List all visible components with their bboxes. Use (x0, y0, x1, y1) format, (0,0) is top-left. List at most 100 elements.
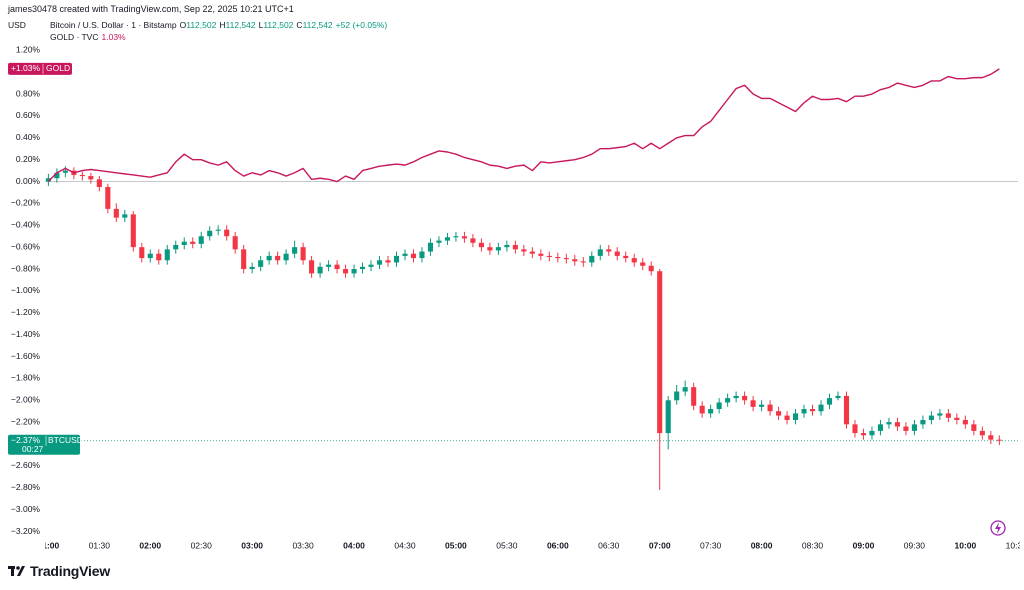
candle-body (122, 214, 128, 218)
candle-body (852, 424, 858, 434)
candle-body (546, 255, 552, 257)
ohlc-key: L (258, 20, 264, 30)
x-tick-label: 04:00 (343, 540, 365, 550)
x-tick-label: 09:00 (853, 540, 875, 550)
candle-body (826, 398, 833, 405)
candle-body (309, 260, 315, 274)
candle-body (402, 253, 408, 256)
candle-body (224, 229, 230, 237)
candle-body (343, 269, 349, 274)
chart-title: james30478 created with TradingView.com,… (8, 4, 294, 14)
legend: Bitcoin / U.S. Dollar · 1 · Bitstamp O 112… (50, 19, 390, 43)
candle-body (292, 247, 298, 254)
change: +52 (+0.05%) (335, 20, 388, 30)
candle-body (368, 264, 374, 267)
candle-body (818, 404, 824, 412)
candle-body (147, 253, 153, 259)
ohlc-value: 112,542 (302, 20, 333, 30)
candle-body (62, 170, 68, 173)
candle-body (164, 249, 170, 261)
candle-body (750, 400, 756, 407)
candle-body (674, 391, 680, 401)
ohlc-key: O (179, 20, 187, 30)
x-tick-label: 06:30 (598, 540, 620, 550)
x-tick-label: 06:00 (547, 540, 569, 550)
legend-row: Bitcoin / U.S. Dollar · 1 · Bitstamp O 112… (50, 19, 390, 31)
candle-body (954, 417, 960, 420)
candle-body (809, 409, 816, 412)
y-tick-label: −2.60% (11, 460, 41, 470)
candle-body (988, 435, 994, 440)
candle-body (699, 405, 705, 414)
candle-body (962, 419, 968, 425)
x-tick-label: 03:30 (292, 540, 314, 550)
candle-body (326, 264, 332, 267)
candle-body (979, 430, 985, 436)
candle-body (54, 172, 60, 179)
y-tick-label: −0.20% (11, 198, 41, 208)
candle-body (665, 400, 671, 434)
candle-body (156, 253, 162, 261)
y-tick-label: −0.80% (11, 263, 41, 273)
candle-body (996, 439, 1002, 441)
candle-body (275, 255, 281, 261)
candle-body (589, 255, 595, 263)
candle-body (606, 249, 612, 252)
corner-icon[interactable] (990, 520, 1006, 536)
candle-body (487, 247, 493, 251)
candle-body (393, 255, 400, 263)
x-tick-label: 05:00 (445, 540, 467, 550)
candle-body (725, 398, 731, 403)
x-tick-label: 02:30 (191, 540, 213, 550)
candle-body (971, 424, 977, 431)
candle-body (266, 255, 272, 261)
candle-body (190, 241, 196, 244)
x-tick-label: 04:30 (394, 540, 416, 550)
candle-body (410, 253, 417, 259)
candle-body (376, 260, 383, 265)
candle-body (869, 430, 875, 436)
legend-name: GOLD · TVC (50, 32, 99, 42)
candle-body (444, 237, 450, 241)
y-tick-label: −3.00% (11, 504, 41, 514)
candle-body (759, 404, 765, 407)
x-tick-label: 07:30 (700, 540, 722, 550)
candle-body (801, 409, 807, 414)
y-axis-label: USD (8, 20, 26, 30)
legend-name: Bitcoin / U.S. Dollar · 1 · Bitstamp (50, 20, 177, 30)
candle-body (232, 236, 238, 250)
candle-body (742, 395, 748, 401)
candle-body (512, 244, 518, 250)
plot-area (45, 68, 1018, 490)
candle-body (716, 402, 722, 410)
y-tick-label: −2.20% (11, 416, 41, 426)
ohlc-value: 112,502 (263, 20, 294, 30)
last-price-tag: BTCUSD (48, 435, 83, 445)
candle-body (521, 249, 527, 252)
candle-body (784, 415, 790, 420)
y-tick-label: −2.80% (11, 482, 41, 492)
y-tick-label: −0.60% (11, 241, 41, 251)
x-tick-label: 10:30 (1006, 540, 1024, 550)
candle-body (640, 262, 646, 266)
candle-body (555, 257, 561, 259)
y-tick-label: 0.40% (16, 132, 41, 142)
candle-body (767, 404, 773, 412)
candle-body (45, 178, 51, 182)
candle-body (793, 413, 799, 420)
candle-body (351, 269, 357, 274)
candle-body (691, 387, 697, 406)
line-series (47, 68, 1000, 183)
y-tick-label: −1.60% (11, 351, 41, 361)
legend-value: 1.03% (101, 32, 126, 42)
x-tick-label: 10:00 (954, 540, 976, 550)
y-tick-label: −1.80% (11, 373, 41, 383)
countdown: 00:27 (22, 444, 44, 454)
candle-body (682, 387, 688, 392)
y-tick-label: −0.40% (11, 220, 41, 230)
x-tick-label: 07:00 (649, 540, 671, 550)
candle-body (258, 260, 264, 267)
ohlc-item: L112,502 (259, 20, 294, 30)
y-tick-label: −3.20% (11, 526, 41, 536)
